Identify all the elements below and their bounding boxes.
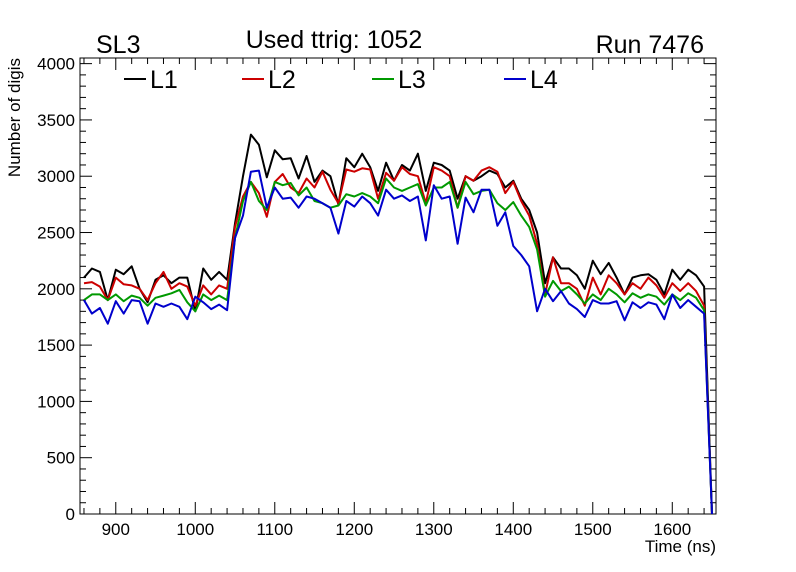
y-tick-label: 0 xyxy=(66,505,75,524)
x-axis-title: Time (ns) xyxy=(645,537,716,556)
plot-frame xyxy=(79,57,717,515)
y-tick-label: 3500 xyxy=(37,111,75,130)
y-axis-title: Number of digis xyxy=(5,58,24,177)
chart-title: Used ttrig: 1052 xyxy=(246,26,423,54)
x-tick-label: 1000 xyxy=(176,520,214,539)
chart-label-right: Run 7476 xyxy=(596,31,704,59)
axis-tick-labels: 900 1000 1100 1200 1300 1400 1500 1600 0 500 1000 1… xyxy=(37,55,691,539)
y-tick-label: 1000 xyxy=(37,392,75,411)
series-line-l3 xyxy=(83,177,713,515)
series-line-l1 xyxy=(83,133,713,515)
legend-item-l2: L2 xyxy=(242,66,296,94)
axis-ticks xyxy=(80,58,716,515)
x-tick-label: 1600 xyxy=(653,520,691,539)
y-tick-label: 2500 xyxy=(37,224,75,243)
x-tick-label: 1400 xyxy=(494,520,532,539)
legend: L1 L2 L3 L4 xyxy=(124,66,558,94)
series-line-l2 xyxy=(83,166,713,515)
legend-label: L4 xyxy=(530,66,558,94)
series-line-l4 xyxy=(83,169,713,515)
legend-item-l4: L4 xyxy=(504,66,558,94)
legend-item-l1: L1 xyxy=(124,66,178,94)
x-tick-label: 900 xyxy=(102,520,130,539)
legend-label: L1 xyxy=(150,66,178,94)
y-tick-label: 500 xyxy=(47,449,75,468)
y-tick-label: 1500 xyxy=(37,336,75,355)
legend-label: L2 xyxy=(268,66,296,94)
y-tick-label: 4000 xyxy=(37,55,75,74)
legend-item-l3: L3 xyxy=(372,66,426,94)
y-tick-label: 2000 xyxy=(37,280,75,299)
legend-label: L3 xyxy=(398,66,426,94)
x-tick-label: 1500 xyxy=(574,520,612,539)
x-tick-label: 1200 xyxy=(335,520,373,539)
x-tick-label: 1300 xyxy=(415,520,453,539)
y-tick-label: 3000 xyxy=(37,167,75,186)
chart-label-left: SL3 xyxy=(96,31,140,59)
data-series xyxy=(83,133,713,515)
x-tick-label: 1100 xyxy=(256,520,293,539)
